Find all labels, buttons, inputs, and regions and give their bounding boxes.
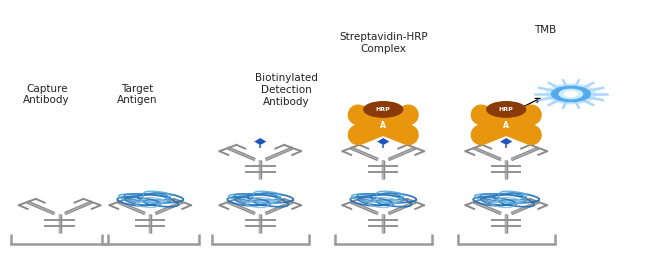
Circle shape xyxy=(493,120,519,130)
Circle shape xyxy=(370,120,396,130)
Text: Target
Antigen: Target Antigen xyxy=(117,84,157,105)
Polygon shape xyxy=(499,138,513,146)
Text: TMB: TMB xyxy=(534,24,556,35)
Polygon shape xyxy=(254,138,267,146)
Polygon shape xyxy=(376,138,390,146)
Circle shape xyxy=(487,102,526,117)
Text: Streptavidin-HRP
Complex: Streptavidin-HRP Complex xyxy=(339,32,428,54)
Text: A: A xyxy=(503,121,509,130)
Circle shape xyxy=(364,102,402,117)
Text: HRP: HRP xyxy=(376,107,391,112)
Circle shape xyxy=(552,86,590,102)
Text: HRP: HRP xyxy=(499,107,514,112)
Circle shape xyxy=(559,89,582,99)
Circle shape xyxy=(547,84,595,104)
Circle shape xyxy=(564,92,577,96)
Text: A: A xyxy=(380,121,386,130)
Text: Capture
Antibody: Capture Antibody xyxy=(23,84,70,105)
Text: Biotinylated
Detection
Antibody: Biotinylated Detection Antibody xyxy=(255,73,318,107)
